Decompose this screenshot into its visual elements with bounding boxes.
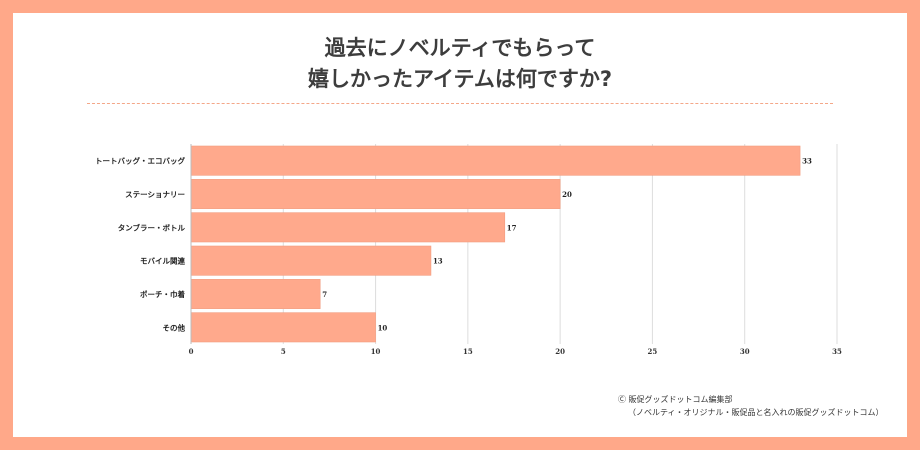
- x-tick-label: 20: [555, 347, 565, 356]
- data-label: 13: [433, 257, 443, 266]
- title-divider: [87, 103, 833, 104]
- credit-line1: Ⓒ 販促グッズドットコム編集部: [618, 395, 733, 404]
- chart-title-line2: 嬉しかったアイテムは何ですか?: [307, 67, 613, 91]
- data-label: 7: [322, 290, 327, 299]
- x-tick-label: 5: [281, 347, 286, 356]
- bar: [190, 179, 561, 209]
- data-label: 20: [562, 190, 572, 199]
- category-label: ステーショナリー: [125, 190, 185, 199]
- credit: Ⓒ 販促グッズドットコム編集部 （ノベルティ・オリジナル・販促品と名入れの販促グ…: [618, 393, 884, 419]
- category-label: その他: [163, 322, 186, 332]
- category-label: モバイル関連: [140, 256, 185, 266]
- x-tick-label: 30: [740, 347, 750, 356]
- bar: [190, 245, 432, 276]
- category-label: ポーチ・巾着: [140, 289, 185, 299]
- x-tick-label: 15: [463, 347, 473, 356]
- x-tick-label: 0: [189, 347, 194, 356]
- category-label: タンブラー・ボトル: [118, 222, 186, 232]
- credit-line2: （ノベルティ・オリジナル・販促品と名入れの販促グッズドットコム）: [628, 408, 884, 417]
- x-tick-label: 10: [371, 347, 381, 356]
- data-label: 33: [802, 157, 812, 166]
- category-label: トートバッグ・エコバッグ: [95, 156, 185, 166]
- bar: [190, 212, 506, 243]
- x-tick-label: 25: [648, 347, 658, 356]
- chart-title: 過去にノベルティでもらって 嬉しかったアイテムは何ですか?: [13, 33, 907, 95]
- data-label: 17: [507, 223, 517, 232]
- bar: [190, 312, 376, 343]
- x-tick-label: 35: [832, 347, 842, 356]
- bar: [190, 145, 801, 176]
- data-label: 10: [378, 323, 388, 332]
- bar: [190, 279, 321, 309]
- bar-chart: 0 5 10 15 20 25 30 35 トートバッグ・エコバッグ 33 ステーショナリー 20 タン…: [95, 144, 842, 356]
- chart-title-line1: 過去にノベルティでもらって: [324, 36, 596, 60]
- chart-card: 過去にノベルティでもらって 嬉しかったアイテムは何ですか? 0 5 10 15 20 25…: [13, 13, 907, 437]
